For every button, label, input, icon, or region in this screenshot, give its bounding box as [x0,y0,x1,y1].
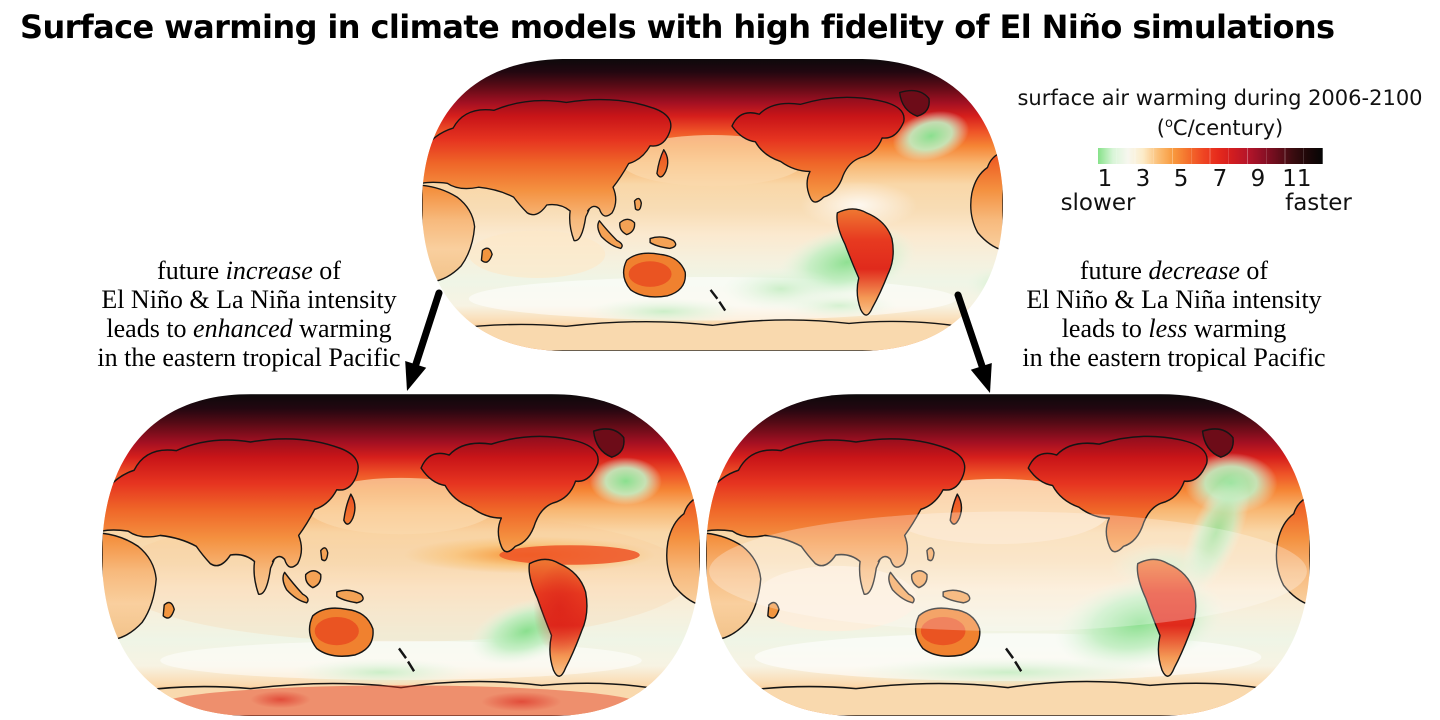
figure-title: Surface warming in climate models with h… [20,8,1335,46]
tick-11: 11 [1282,166,1312,192]
annotation-decrease-line3: leads to less warming [1061,314,1287,343]
annotation-increase-line3: leads to enhanced warming [106,314,392,343]
map-increase-scenario-svg [102,394,700,716]
map-decrease-scenario [704,392,1312,718]
colorbar-wrap [1098,148,1323,164]
slower-label: slower [1060,190,1136,216]
annotation-decrease: future decrease of El Niño & La Niña int… [988,256,1360,372]
annotation-increase-line1: future increase of [157,256,341,285]
annotation-increase-line2: El Niño & La Niña intensity [101,285,397,314]
map-increase-scenario [100,392,702,718]
faster-label: faster [1285,190,1352,216]
map-decrease-scenario-svg [706,394,1310,716]
tick-1: 1 [1097,166,1113,192]
annotation-decrease-line2: El Niño & La Niña intensity [1026,285,1322,314]
colorbar-ticks: 1 3 5 7 9 11 [1098,166,1323,192]
annotation-increase: future increase of El Niño & La Niña int… [63,256,435,372]
legend-units: (oC/century) [1156,116,1284,140]
annotation-decrease-line4: in the eastern tropical Pacific [1022,343,1326,372]
arrow-down-right-icon [954,291,992,393]
map-ensemble-mean-svg [421,58,1004,352]
tick-3: 3 [1135,166,1151,192]
map-ensemble-mean [420,57,1005,353]
colorbar-segment-lines [1098,148,1323,164]
legend-title: surface air warming during 2006-2100 [1017,86,1423,110]
tick-5: 5 [1173,166,1189,192]
colorbar-legend: surface air warming during 2006-2100 (oC… [1010,86,1430,218]
tick-7: 7 [1212,166,1228,192]
annotation-decrease-line1: future decrease of [1079,256,1269,285]
tick-9: 9 [1250,166,1266,192]
annotation-increase-line4: in the eastern tropical Pacific [97,343,401,372]
colorbar [1098,148,1323,164]
arrow-down-left-icon [405,289,443,391]
colorbar-qualifiers: slower faster [1061,190,1352,218]
